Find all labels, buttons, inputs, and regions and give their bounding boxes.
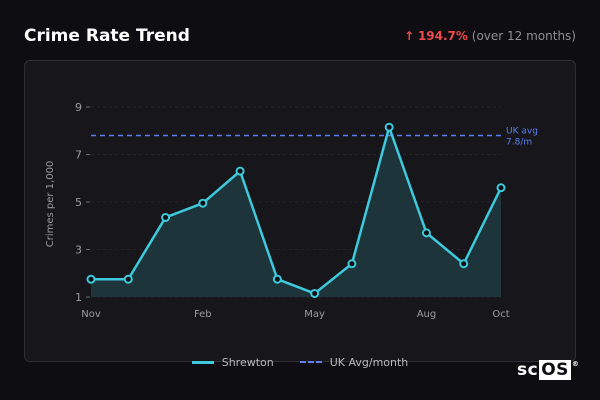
up-arrow-icon: ↑: [404, 29, 415, 43]
y-tick-label: 3: [75, 244, 82, 257]
data-point: [310, 288, 320, 298]
data-point: [496, 183, 506, 193]
chart-header: Crime Rate Trend ↑ 194.7% (over 12 month…: [24, 26, 576, 48]
data-point: [384, 122, 394, 132]
change-note: (over 12 months): [471, 29, 576, 43]
y-tick-label: 5: [75, 196, 82, 209]
chart-legend: Shrewton UK Avg/month: [0, 354, 600, 370]
data-point: [235, 166, 245, 176]
data-point: [347, 259, 357, 269]
legend-swatch-series: [191, 360, 214, 364]
data-point: [198, 198, 208, 208]
x-tick-label: Nov: [81, 309, 101, 320]
legend-item-series[interactable]: Shrewton: [191, 354, 274, 370]
y-tick-label: 1: [75, 291, 82, 304]
chart-card: [24, 60, 576, 362]
change-percent: 194.7%: [417, 29, 468, 43]
data-point: [161, 212, 171, 222]
reference-label-line1: UK avg: [506, 127, 538, 137]
x-tick-label: Oct: [492, 309, 509, 320]
legend-label-avg: UK Avg/month: [329, 355, 409, 369]
legend-item-avg[interactable]: UK Avg/month: [299, 354, 409, 370]
reference-label-line2: 7.8/m: [506, 138, 532, 148]
data-point: [123, 274, 133, 284]
data-point: [421, 228, 431, 238]
brand-prefix: sc: [517, 360, 539, 380]
change-indicator: ↑ 194.7% (over 12 months): [404, 29, 576, 43]
y-tick-label: 7: [75, 149, 82, 162]
series-area-fill: [91, 127, 501, 297]
legend-swatch-avg: [299, 361, 322, 363]
data-point: [272, 274, 282, 284]
x-tick-label: Aug: [417, 309, 437, 320]
x-tick-label: May: [304, 309, 325, 320]
series-line-shrewton: [91, 125, 503, 295]
data-point: [86, 274, 96, 284]
brand-logo: sc OS ®: [517, 360, 579, 380]
x-tick-label: Feb: [194, 309, 212, 320]
chart-title: Crime Rate Trend: [24, 26, 190, 46]
brand-mark: ®: [571, 360, 580, 368]
legend-label-series: Shrewton: [221, 355, 274, 369]
y-tick-label: 9: [75, 101, 82, 114]
brand-boxed: OS: [539, 360, 571, 380]
data-point: [459, 259, 469, 269]
y-axis-label: Crimes per 1,000: [45, 161, 56, 248]
